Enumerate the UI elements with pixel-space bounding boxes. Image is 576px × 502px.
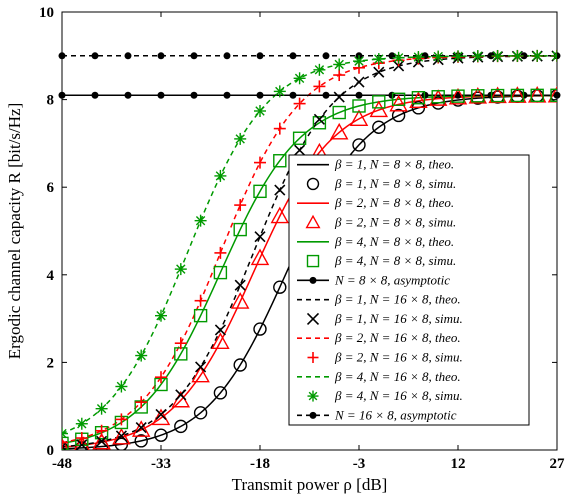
asymptote-marker [257, 92, 264, 99]
xtick-label: 27 [550, 456, 566, 472]
asymptote-marker [59, 52, 66, 59]
asymptote-marker [224, 52, 231, 59]
asymptote-marker [323, 92, 330, 99]
ytick-label: 6 [47, 180, 55, 196]
asymptote-marker [191, 92, 198, 99]
legend-label: β = 1, N = 16 × 8, theo. [334, 292, 461, 307]
legend-label: β = 4, N = 16 × 8, theo. [334, 369, 461, 384]
asymptote-marker [158, 92, 165, 99]
y-axis-title: Ergodic channel capacity R [bit/s/Hz] [5, 103, 24, 360]
asymptote-marker [92, 52, 99, 59]
xtick-label: -33 [151, 456, 171, 472]
legend-label: β = 2, N = 16 × 8, simu. [334, 350, 463, 365]
asymptote-marker [59, 92, 66, 99]
asymptote-marker [224, 92, 231, 99]
asymptote-marker [290, 92, 297, 99]
legend-label: N = 16 × 8, asymptotic [334, 407, 457, 422]
asymptote-marker [323, 52, 330, 59]
asymptote-marker [356, 92, 363, 99]
legend-label: β = 2, N = 16 × 8, theo. [334, 330, 461, 345]
legend-label: β = 4, N = 16 × 8, simu. [334, 388, 463, 403]
legend-label: β = 1, N = 8 × 8, simu. [334, 176, 456, 191]
ytick-label: 2 [47, 355, 55, 371]
ytick-label: 4 [47, 268, 55, 284]
legend-label: N = 8 × 8, asymptotic [334, 272, 450, 287]
ytick-label: 0 [47, 443, 55, 459]
asymptote-marker [158, 52, 165, 59]
xtick-label: -18 [250, 456, 270, 472]
asymptote-marker [125, 92, 132, 99]
ytick-label: 10 [39, 5, 54, 21]
legend-label: β = 1, N = 16 × 8, simu. [334, 311, 463, 326]
asymptote-marker [191, 52, 198, 59]
xtick-label: -3 [353, 456, 366, 472]
legend-label: β = 2, N = 8 × 8, theo. [334, 195, 454, 210]
legend-label: β = 4, N = 8 × 8, theo. [334, 234, 454, 249]
legend-label: β = 1, N = 8 × 8, theo. [334, 157, 454, 172]
asymptote-marker [92, 92, 99, 99]
asymptote-marker [125, 52, 132, 59]
asymptote-marker [290, 52, 297, 59]
xtick-label: 12 [451, 456, 466, 472]
asymptote-marker [257, 52, 264, 59]
x-axis-title: Transmit power ρ [dB] [232, 475, 388, 494]
ytick-label: 8 [47, 93, 55, 109]
legend-label: β = 2, N = 8 × 8, simu. [334, 215, 456, 230]
legend-label: β = 4, N = 8 × 8, simu. [334, 253, 456, 268]
chart: -48 -33 -18 -3 12 27 0 2 4 6 8 10 Transmit power ρ [… [0, 0, 576, 502]
xtick-label: -48 [52, 456, 72, 472]
